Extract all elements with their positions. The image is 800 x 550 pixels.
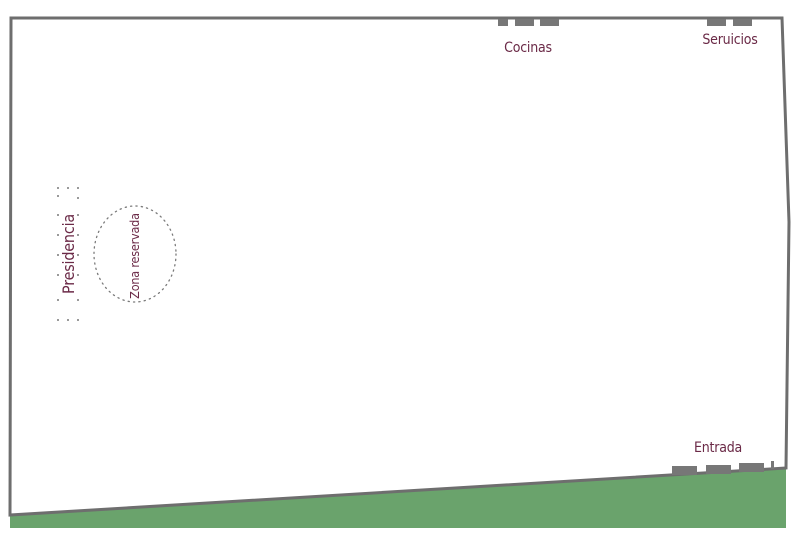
door-marker [672,466,697,475]
reserved-zone-outline [93,205,177,303]
room-outline [8,16,791,517]
door-marker [515,19,534,26]
door-marker [498,19,508,26]
head-table-dots [57,187,79,321]
service-doors [707,19,752,26]
kitchen-doors [498,19,559,26]
kitchens-label: Cocinas [504,40,552,56]
door-marker [706,465,731,474]
door-marker [540,19,559,26]
door-marker [739,463,764,472]
lawn-area [10,468,786,528]
reserved-zone-label: Zona reservada [127,213,142,299]
door-marker [733,19,752,26]
services-label: Seruicios [702,32,757,48]
door-marker [707,19,726,26]
head-table-label: Presidencia [59,214,78,294]
entrance-label: Entrada [694,440,742,456]
door-marker [771,461,774,469]
entrance-doors [672,461,774,475]
